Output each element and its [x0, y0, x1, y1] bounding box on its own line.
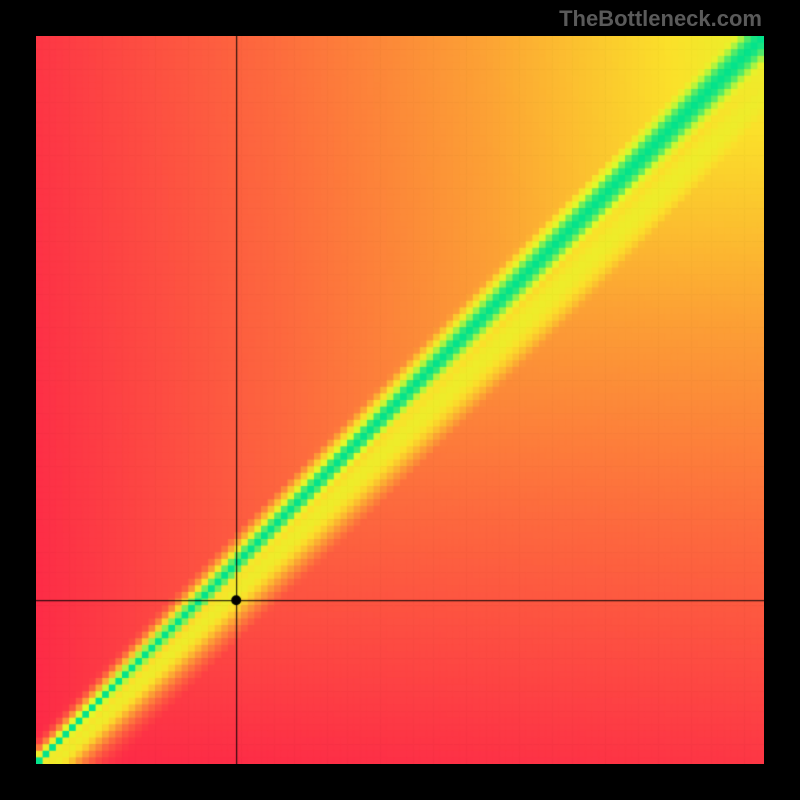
watermark-text: TheBottleneck.com — [559, 6, 762, 32]
chart-container: TheBottleneck.com — [0, 0, 800, 800]
bottleneck-heatmap — [36, 36, 764, 764]
